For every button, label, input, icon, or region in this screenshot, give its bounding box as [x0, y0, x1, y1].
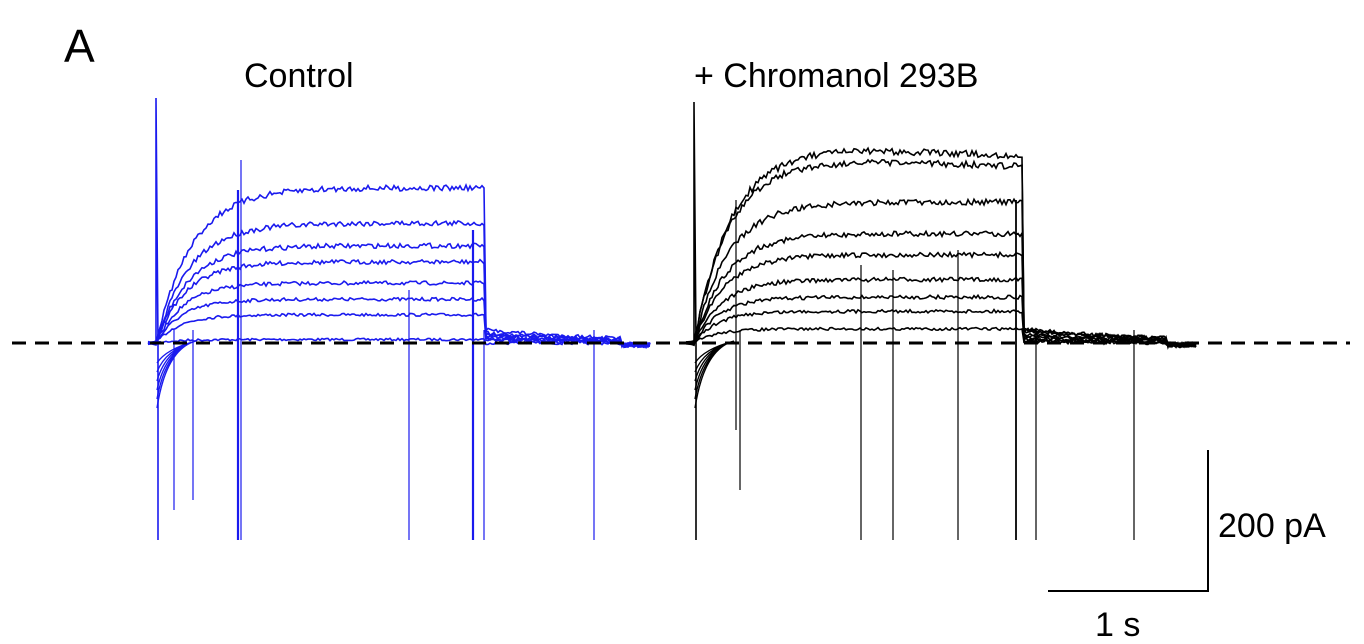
onset-transient	[156, 340, 197, 409]
current-trace	[147, 258, 651, 349]
onset-transient	[694, 340, 735, 409]
current-trace	[685, 276, 1197, 348]
control-title: Control	[244, 57, 354, 95]
current-trace	[685, 250, 1196, 350]
current-trace	[685, 197, 1197, 349]
current-trace	[685, 146, 1197, 349]
control-traces	[147, 97, 651, 540]
chromanol-title: + Chromanol 293B	[694, 57, 978, 95]
capacitive-transient	[155, 97, 159, 540]
chromanol-traces	[685, 101, 1197, 540]
current-trace	[685, 158, 1197, 349]
current-trace	[147, 182, 651, 349]
panel-label: A	[64, 20, 95, 72]
current-trace	[147, 242, 651, 349]
capacitive-transient	[693, 101, 697, 540]
scale-bar: 200 pA 1 s	[1048, 450, 1326, 644]
scale-bar-x-label: 1 s	[1095, 606, 1140, 644]
scale-bar-y-label: 200 pA	[1218, 507, 1326, 545]
current-trace	[147, 280, 651, 349]
